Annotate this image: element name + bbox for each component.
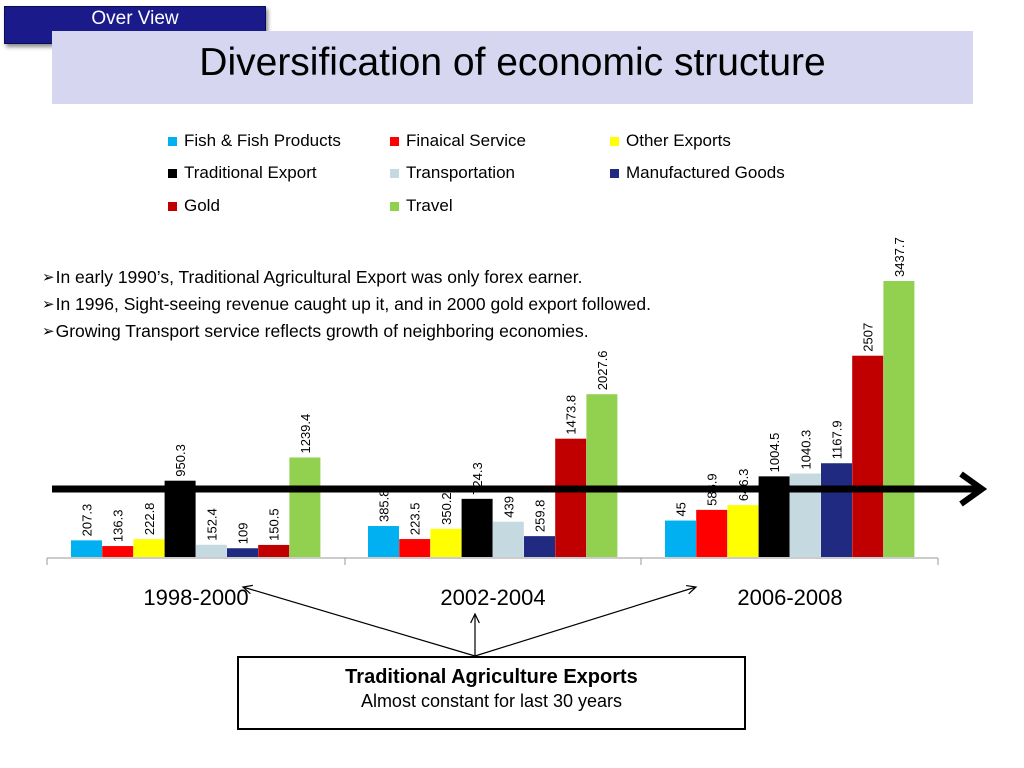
page-title: Diversification of economic structure bbox=[199, 41, 826, 84]
callout-arrowhead-icon bbox=[470, 612, 480, 624]
over-view-tab-label: Over View bbox=[91, 8, 179, 29]
value-label: 222.8 bbox=[142, 503, 157, 536]
value-label: 385.8 bbox=[377, 489, 392, 522]
bar-6-1 bbox=[555, 438, 587, 557]
callout-arrowhead-icon bbox=[241, 584, 253, 595]
bullet-text: In 1996, Sight-seeing revenue caught up … bbox=[55, 294, 651, 314]
title-band: Diversification of economic structure bbox=[52, 31, 973, 104]
callout-box: Traditional Agriculture Exports Almost c… bbox=[237, 656, 746, 730]
value-label: 1167.9 bbox=[830, 420, 845, 459]
bullet-item: ➢ In early 1990’s, Traditional Agricultu… bbox=[42, 264, 651, 291]
bar-3-0 bbox=[164, 480, 196, 557]
bullet-list: ➢ In early 1990’s, Traditional Agricultu… bbox=[42, 264, 651, 345]
value-label: 1239.4 bbox=[298, 414, 313, 454]
bar-3-1 bbox=[461, 498, 493, 557]
chart-axis: 1998-2000 2002-2004 2006-2008 bbox=[46, 557, 939, 610]
bar-5-1 bbox=[524, 536, 555, 557]
callout-arrow bbox=[242, 586, 476, 657]
arrow-bullet-icon: ➢ bbox=[42, 323, 55, 340]
bar-7-1 bbox=[586, 394, 618, 557]
callout-title: Traditional Agriculture Exports bbox=[345, 666, 638, 688]
value-label: 646.3 bbox=[736, 469, 751, 502]
value-label: 150.5 bbox=[267, 508, 282, 541]
bar-6-2 bbox=[852, 355, 884, 557]
bar-1-0 bbox=[102, 546, 134, 557]
value-label: 45 bbox=[674, 502, 689, 516]
arrow-bullet-icon: ➢ bbox=[42, 269, 55, 286]
bar-2-1 bbox=[430, 528, 462, 557]
chart-bars bbox=[71, 281, 915, 557]
value-label: 259.8 bbox=[533, 500, 548, 533]
bar-7-2 bbox=[883, 281, 915, 557]
callout-arrow bbox=[474, 586, 697, 657]
chart-value-labels: 207.3385.845136.3223.5586.9222.8350.2646… bbox=[80, 237, 907, 544]
arrow-head-icon bbox=[959, 471, 988, 507]
value-label: 1004.5 bbox=[767, 433, 782, 473]
bullet-text: Growing Transport service reflects growt… bbox=[55, 321, 589, 341]
bar-2-2 bbox=[727, 505, 759, 557]
bar-4-1 bbox=[492, 521, 524, 557]
bar-0-2 bbox=[665, 520, 696, 557]
value-label: 109 bbox=[236, 523, 251, 545]
value-label: 950.3 bbox=[173, 444, 188, 477]
bar-4-0 bbox=[195, 544, 227, 557]
bar-1-2 bbox=[696, 509, 728, 557]
bar-5-0 bbox=[227, 548, 258, 557]
x-tick-label: 2006-2008 bbox=[737, 585, 842, 610]
value-label: 439 bbox=[501, 496, 516, 518]
bar-0-1 bbox=[368, 526, 399, 557]
bar-7-0 bbox=[289, 457, 321, 557]
value-label: 2027.6 bbox=[595, 350, 610, 390]
bar-2-0 bbox=[133, 539, 165, 557]
arrow-bullet-icon: ➢ bbox=[42, 296, 55, 313]
value-label: 152.4 bbox=[204, 508, 219, 541]
bullet-item: ➢ In 1996, Sight-seeing revenue caught u… bbox=[42, 291, 651, 318]
bullet-item: ➢ Growing Transport service reflects gro… bbox=[42, 318, 651, 345]
value-label: 223.5 bbox=[408, 503, 423, 536]
chart-annotations bbox=[52, 471, 988, 657]
value-label: 136.3 bbox=[111, 510, 126, 543]
value-label: 350.2 bbox=[439, 492, 454, 525]
bar-6-0 bbox=[258, 544, 290, 557]
bar-5-2 bbox=[821, 463, 852, 557]
bullet-text: In early 1990’s, Traditional Agricultura… bbox=[55, 267, 583, 287]
x-tick-label: 2002-2004 bbox=[440, 585, 545, 610]
bar-0-0 bbox=[71, 540, 102, 557]
callout-subtitle: Almost constant for last 30 years bbox=[360, 691, 623, 711]
callout-arrowhead-icon bbox=[686, 584, 698, 595]
value-label: 1473.8 bbox=[564, 395, 579, 435]
bar-1-1 bbox=[399, 539, 431, 557]
value-label: 1040.3 bbox=[798, 430, 813, 470]
x-tick-label: 1998-2000 bbox=[143, 585, 248, 610]
value-label: 2507 bbox=[861, 323, 876, 352]
value-label: 3437.7 bbox=[892, 237, 907, 277]
value-label: 207.3 bbox=[80, 504, 95, 537]
